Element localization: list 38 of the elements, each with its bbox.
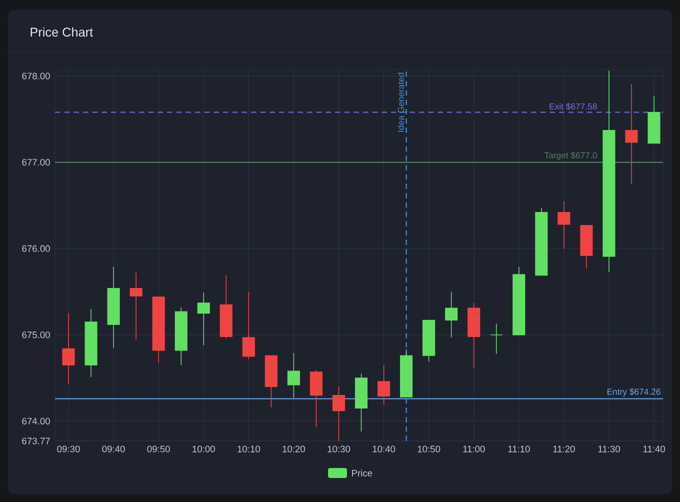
x-tick-label: 10:20 (282, 446, 306, 452)
x-tick-label: 09:40 (102, 446, 125, 452)
candlestick (242, 291, 255, 360)
candlestick (310, 370, 323, 428)
candlestick (490, 323, 503, 354)
candlestick (130, 272, 142, 340)
candlestick (287, 352, 300, 398)
ref-line-label: Entry $674.26 (607, 388, 660, 396)
x-tick-label: 09:30 (57, 446, 80, 452)
candlestick (625, 83, 638, 184)
x-tick-label: 09:50 (147, 446, 170, 452)
candlestick (62, 312, 75, 384)
x-tick-label: 11:20 (553, 446, 575, 452)
candlestick (332, 386, 346, 442)
x-tick-label: 10:10 (238, 446, 260, 452)
candlestick (378, 364, 390, 406)
y-tick-label: 676.00 (22, 245, 50, 252)
candlestick (558, 200, 570, 249)
x-tick-label: 10:00 (192, 446, 215, 452)
x-tick-label: 10:30 (328, 446, 350, 452)
candlestick (197, 292, 210, 346)
chart-title: Price Chart (30, 27, 93, 37)
x-tick-label: 10:50 (418, 446, 440, 452)
x-tick-label: 10:40 (372, 446, 396, 452)
ref-line-label: Exit $677.58 (550, 103, 597, 110)
legend-label: Price (352, 470, 372, 476)
ref-line-label: Target $677.0 (544, 152, 597, 160)
y-tick-label: 673.77 (22, 438, 50, 444)
x-tick-label: 11:00 (463, 446, 485, 452)
ref-line-label: Idea Generated (398, 72, 404, 132)
candlestick (445, 291, 458, 338)
y-tick-label: 678.00 (22, 72, 50, 80)
x-tick-label: 11:40 (643, 446, 665, 452)
y-tick-label: 677.00 (22, 159, 50, 166)
x-tick-label: 11:30 (598, 446, 620, 452)
y-tick-label: 675.00 (22, 332, 50, 338)
x-tick-label: 11:10 (508, 446, 530, 452)
y-tick-label: 674.00 (22, 418, 50, 424)
